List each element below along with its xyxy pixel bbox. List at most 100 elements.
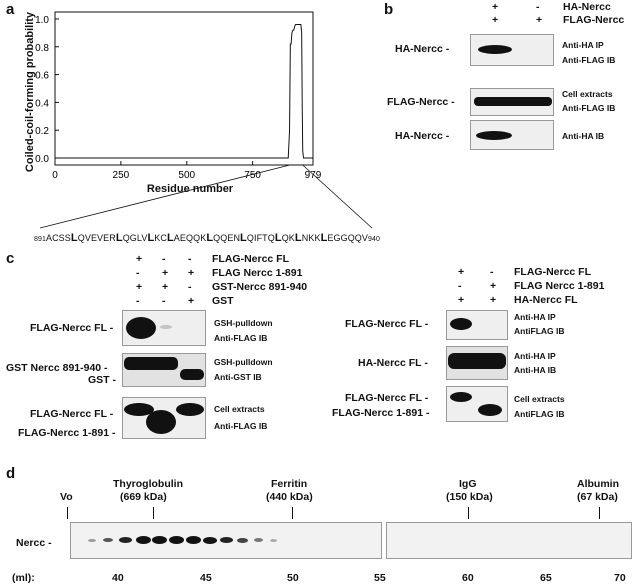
c-right-header-r1-label: FLAG-Nercc FL (514, 266, 592, 278)
seq-segment: AEQQK (173, 233, 207, 243)
marker-tick-albumin (599, 507, 600, 519)
c-right-header-r1-s2: - (490, 266, 494, 278)
x-tick-label-4: 979 (305, 170, 322, 181)
c-right-blot2-label: HA-Nercc FL - (358, 357, 428, 369)
marker-thyroglobulin: Thyroglobulin (113, 478, 183, 490)
b-header-r2-label: FLAG-Nercc (563, 14, 625, 26)
c-right-header-r2-label: FLAG Nercc 1-891 (514, 280, 605, 292)
fraction-row-label: Nercc - (16, 537, 52, 549)
c-left-blot2-band2 (180, 369, 204, 380)
b-header-r2-sign1: + (492, 14, 499, 26)
marker-ferritin-size: (440 kDa) (266, 491, 313, 503)
fraction-band (270, 538, 277, 542)
c-left-blot3-band3 (176, 403, 204, 416)
c-left-header-r4-s3: + (188, 295, 195, 307)
c-left-blot1-band (126, 317, 156, 339)
marker-ferritin: Ferritin (271, 478, 308, 490)
x-tick-label-1: 250 (113, 170, 130, 181)
elution-tick-60: 60 (462, 572, 474, 584)
marker-thyroglobulin-size: (669 kDa) (120, 491, 167, 503)
c-right-header-r2-s2: + (490, 280, 497, 292)
c-left-header-r3-s3: - (188, 281, 192, 293)
c-right-header-r1-s1: + (458, 266, 465, 278)
seq-segment: NKK (301, 233, 321, 243)
c-left-header-r2-s1: - (136, 267, 140, 279)
marker-albumin: Albumin (577, 478, 619, 490)
panel-c-letter: c (6, 250, 15, 267)
seq-segment: QGLV (122, 233, 148, 243)
x-tick-label-3: 750 (244, 170, 261, 181)
b-blot2-note1: Cell extracts (562, 89, 613, 99)
b-blot1-label: HA-Nercc - (395, 43, 450, 55)
c-left-header-r4-label: GST (212, 295, 234, 307)
x-tick-label-2: 500 (178, 170, 195, 181)
c-left-header-r4-s1: - (136, 295, 140, 307)
chart-x-label: Residue number (146, 183, 234, 195)
c-left-blot2-label1: GST Nercc 891-940 - (6, 362, 108, 374)
b-blot2-label: FLAG-Nercc - (387, 96, 455, 108)
fraction-band (88, 538, 96, 542)
c-left-blot2-band1 (124, 357, 178, 370)
c-left-header-r2-s2: + (162, 267, 169, 279)
c-left-header-r3-label: GST-Nercc 891-940 (212, 281, 308, 293)
seq-segment: QK (281, 233, 295, 243)
c-left-blot3-band1 (124, 403, 154, 416)
b-blot2-band (474, 97, 552, 106)
seq-start-number: 891 (34, 236, 46, 243)
seq-leucine: L (115, 232, 123, 244)
b-header-r1-sign2: - (536, 1, 540, 13)
c-right-blot2-note2: Anti-HA IB (514, 365, 557, 375)
seq-segment: QIFTQ (246, 233, 275, 243)
seq-leucine: L (274, 232, 282, 244)
c-left-blot1-faint-band (160, 325, 172, 329)
seq-leucine: L (240, 232, 247, 244)
seq-leucine: L (147, 232, 155, 244)
b-blot3-note1: Anti-HA IB (562, 131, 605, 141)
y-tick-label-1: 0.2 (35, 126, 49, 137)
seq-leucine: L (294, 232, 302, 244)
c-left-blot3-label2: FLAG-Nercc 1-891 - (18, 427, 116, 439)
fraction-band (152, 536, 167, 544)
fraction-band (136, 536, 151, 544)
b-header-r2-sign2: + (536, 14, 543, 26)
c-left-header-r2-label: FLAG Nercc 1-891 (212, 267, 303, 279)
marker-tick-ferritin (292, 507, 293, 519)
c-right-blot3-band1 (450, 392, 472, 402)
zoom-line-left (39, 164, 290, 229)
c-right-header-r3-s1: + (458, 294, 465, 306)
fraction-blot-right (386, 522, 632, 559)
protein-sequence: 891ACSSLQVEVERLQGLVLKCLAEQQKLQQENLQIFTQL… (34, 232, 380, 246)
b-blot1-note1: Anti-HA IP (562, 40, 604, 50)
b-header-r1-sign1: + (492, 1, 499, 13)
fraction-band (237, 537, 248, 543)
y-tick-label-2: 0.4 (35, 98, 49, 109)
c-left-header-r1-s2: - (162, 253, 166, 265)
elution-tick-55: 55 (374, 572, 386, 584)
fraction-band (186, 536, 201, 544)
seq-segment: KC (154, 233, 167, 243)
chart-frame (54, 11, 314, 166)
panel-d-letter: d (6, 465, 16, 482)
chart-y-label: Coiled-coil-forming probability (24, 11, 36, 173)
seq-segment: EGGQQV (327, 233, 368, 243)
c-left-header-r3-s1: + (136, 281, 143, 293)
b-blot2-note2: Anti-FLAG IB (562, 103, 616, 113)
fraction-band (220, 537, 233, 543)
elution-tick-45: 45 (200, 572, 212, 584)
elution-tick-40: 40 (112, 572, 124, 584)
y-tick-label-3: 0.6 (35, 71, 49, 82)
zoom-line-right (302, 164, 373, 229)
marker-tick-igg (468, 507, 469, 519)
elution-axis-label: (ml): (12, 572, 35, 584)
fraction-band (119, 537, 132, 543)
elution-tick-65: 65 (540, 572, 552, 584)
c-left-header-r1-s3: - (188, 253, 192, 265)
b-blot1-note2: Anti-FLAG IB (562, 55, 616, 65)
coiled-coil-line (55, 24, 313, 159)
c-left-header-r1-s1: + (136, 253, 143, 265)
b-blot3-band (476, 131, 512, 140)
seq-leucine: L (320, 232, 328, 244)
c-left-header-r4-s2: - (162, 295, 166, 307)
c-right-blot2-note1: Anti-HA IP (514, 351, 556, 361)
